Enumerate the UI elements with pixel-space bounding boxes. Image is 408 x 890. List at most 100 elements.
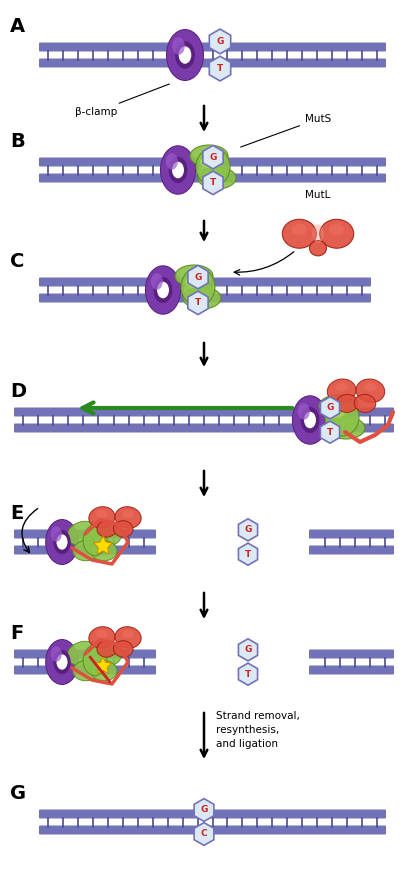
FancyBboxPatch shape <box>309 650 394 659</box>
Ellipse shape <box>190 145 228 167</box>
Ellipse shape <box>166 29 204 81</box>
Ellipse shape <box>115 506 141 528</box>
FancyBboxPatch shape <box>14 546 156 554</box>
Text: G: G <box>200 805 208 814</box>
FancyBboxPatch shape <box>309 666 394 675</box>
Ellipse shape <box>45 639 79 685</box>
Ellipse shape <box>122 630 134 638</box>
FancyBboxPatch shape <box>39 158 386 166</box>
Ellipse shape <box>169 157 187 183</box>
Ellipse shape <box>97 521 117 538</box>
Ellipse shape <box>51 526 62 542</box>
Ellipse shape <box>354 394 376 412</box>
Ellipse shape <box>113 521 133 538</box>
Ellipse shape <box>310 240 326 255</box>
Text: T: T <box>217 64 223 73</box>
Ellipse shape <box>329 223 344 236</box>
Ellipse shape <box>97 641 117 657</box>
Text: T: T <box>195 298 201 307</box>
Ellipse shape <box>157 282 169 298</box>
Ellipse shape <box>56 534 68 550</box>
Ellipse shape <box>56 654 68 669</box>
Polygon shape <box>93 536 113 554</box>
Ellipse shape <box>196 148 230 186</box>
Ellipse shape <box>167 30 203 80</box>
Ellipse shape <box>73 660 100 681</box>
Ellipse shape <box>175 265 213 287</box>
Ellipse shape <box>160 145 196 195</box>
Text: Strand removal,
resynthesis,
and ligation: Strand removal, resynthesis, and ligatio… <box>216 711 300 749</box>
Ellipse shape <box>335 383 348 392</box>
Ellipse shape <box>179 46 191 64</box>
Text: β-clamp: β-clamp <box>75 84 169 117</box>
Ellipse shape <box>327 417 365 439</box>
FancyBboxPatch shape <box>39 278 371 287</box>
Ellipse shape <box>67 642 99 666</box>
FancyBboxPatch shape <box>14 666 156 675</box>
Text: G: G <box>216 36 224 46</box>
Text: G: G <box>244 525 252 534</box>
Ellipse shape <box>364 383 377 392</box>
Text: C: C <box>10 252 24 271</box>
Ellipse shape <box>145 265 181 315</box>
Ellipse shape <box>146 266 180 314</box>
Ellipse shape <box>166 153 178 170</box>
Text: G: G <box>194 272 202 281</box>
Ellipse shape <box>73 540 100 561</box>
Text: MutS: MutS <box>241 114 331 147</box>
FancyBboxPatch shape <box>14 408 394 417</box>
Ellipse shape <box>320 219 354 248</box>
Text: T: T <box>245 550 251 559</box>
Ellipse shape <box>312 224 324 243</box>
Text: MutL: MutL <box>305 190 331 200</box>
FancyBboxPatch shape <box>309 546 394 554</box>
Ellipse shape <box>96 510 108 518</box>
Text: A: A <box>10 17 25 36</box>
Ellipse shape <box>172 37 185 55</box>
Text: T: T <box>210 178 216 188</box>
Ellipse shape <box>304 412 316 428</box>
Ellipse shape <box>292 395 328 445</box>
Ellipse shape <box>46 520 78 564</box>
Text: T: T <box>327 428 333 437</box>
Ellipse shape <box>115 627 141 648</box>
Ellipse shape <box>329 406 345 418</box>
FancyBboxPatch shape <box>39 59 386 68</box>
Ellipse shape <box>319 395 357 417</box>
Ellipse shape <box>200 156 216 168</box>
Ellipse shape <box>327 379 356 402</box>
Ellipse shape <box>282 219 316 248</box>
Ellipse shape <box>46 640 78 684</box>
Ellipse shape <box>45 519 79 565</box>
Ellipse shape <box>181 268 215 306</box>
Text: E: E <box>10 504 23 523</box>
FancyBboxPatch shape <box>39 174 386 182</box>
Text: G: G <box>326 403 334 412</box>
Ellipse shape <box>151 273 163 290</box>
Text: G: G <box>244 645 252 654</box>
Ellipse shape <box>122 510 134 518</box>
FancyBboxPatch shape <box>14 530 156 538</box>
Ellipse shape <box>89 642 121 666</box>
FancyBboxPatch shape <box>14 424 394 433</box>
Ellipse shape <box>292 223 307 236</box>
FancyBboxPatch shape <box>39 43 386 52</box>
FancyBboxPatch shape <box>39 294 371 303</box>
Ellipse shape <box>90 540 117 561</box>
Polygon shape <box>94 657 111 673</box>
Ellipse shape <box>89 522 121 546</box>
Ellipse shape <box>198 167 236 189</box>
Ellipse shape <box>336 394 358 412</box>
Text: B: B <box>10 132 25 151</box>
Ellipse shape <box>185 276 201 288</box>
FancyBboxPatch shape <box>14 650 156 659</box>
Ellipse shape <box>53 650 71 674</box>
Ellipse shape <box>153 277 173 303</box>
FancyBboxPatch shape <box>39 826 386 835</box>
Ellipse shape <box>53 530 71 554</box>
Ellipse shape <box>83 645 107 676</box>
Ellipse shape <box>89 627 115 648</box>
Ellipse shape <box>96 630 108 638</box>
Ellipse shape <box>325 398 359 436</box>
Ellipse shape <box>301 407 319 433</box>
